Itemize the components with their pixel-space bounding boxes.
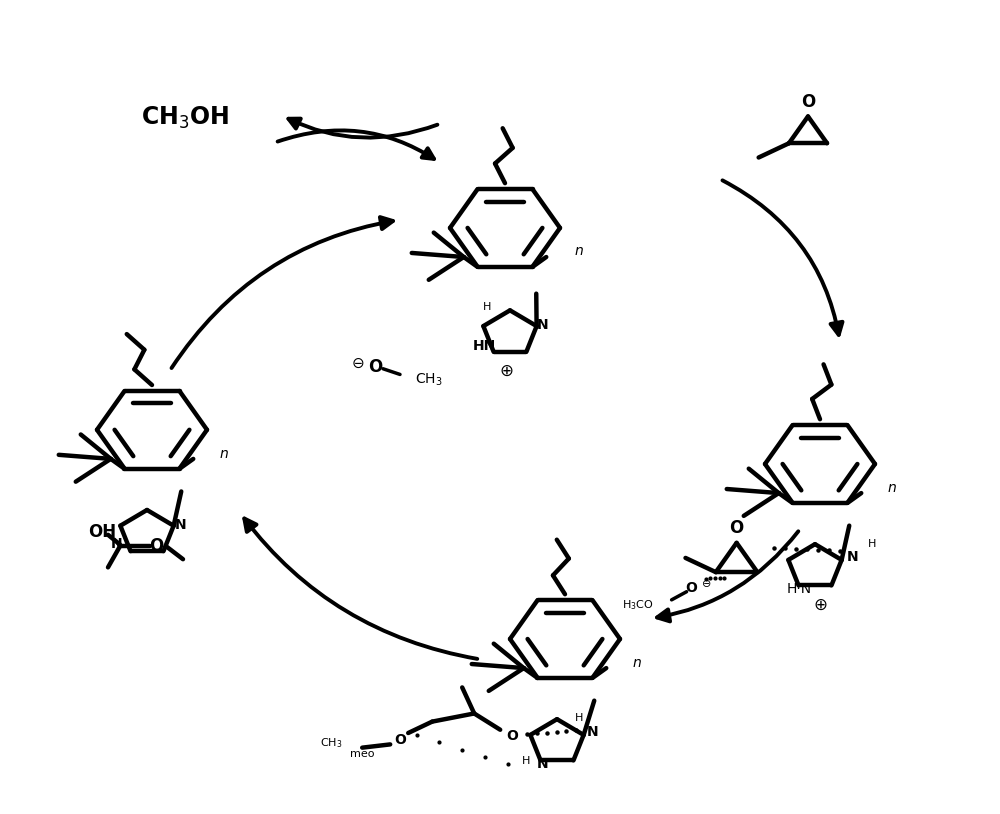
Text: H·N: H·N [787, 582, 812, 596]
Text: N: N [586, 724, 598, 738]
Text: O: O [506, 729, 518, 743]
Text: O: O [368, 358, 382, 376]
Text: CH$_3$: CH$_3$ [320, 736, 342, 750]
Text: meo: meo [350, 749, 374, 759]
Text: n: n [887, 481, 896, 495]
Text: O: O [801, 93, 815, 111]
Text: O: O [394, 733, 406, 746]
Text: N: N [110, 537, 122, 551]
Text: H: H [482, 302, 491, 312]
Text: H: H [522, 756, 530, 766]
Text: N: N [846, 549, 858, 563]
Text: OH: OH [88, 523, 116, 540]
Text: $\ominus$: $\ominus$ [351, 357, 365, 371]
Text: n: n [574, 243, 583, 257]
Text: H: H [575, 713, 583, 723]
Text: $\ominus$: $\ominus$ [701, 578, 712, 589]
Text: n: n [632, 656, 641, 670]
Text: CH$_3$OH: CH$_3$OH [141, 105, 229, 131]
Text: N: N [536, 318, 548, 332]
Text: $\oplus$: $\oplus$ [499, 361, 513, 380]
Text: H$_3$CO: H$_3$CO [622, 598, 654, 612]
Text: H: H [868, 540, 876, 549]
Text: N: N [175, 518, 186, 532]
Text: CH$_3$: CH$_3$ [415, 371, 443, 387]
Text: $\oplus$: $\oplus$ [813, 596, 828, 614]
Text: n: n [219, 447, 228, 461]
Text: O: O [149, 537, 163, 555]
Text: O: O [686, 581, 698, 595]
Text: N: N [537, 757, 549, 771]
Text: HN: HN [473, 339, 496, 352]
Text: O: O [729, 519, 744, 537]
